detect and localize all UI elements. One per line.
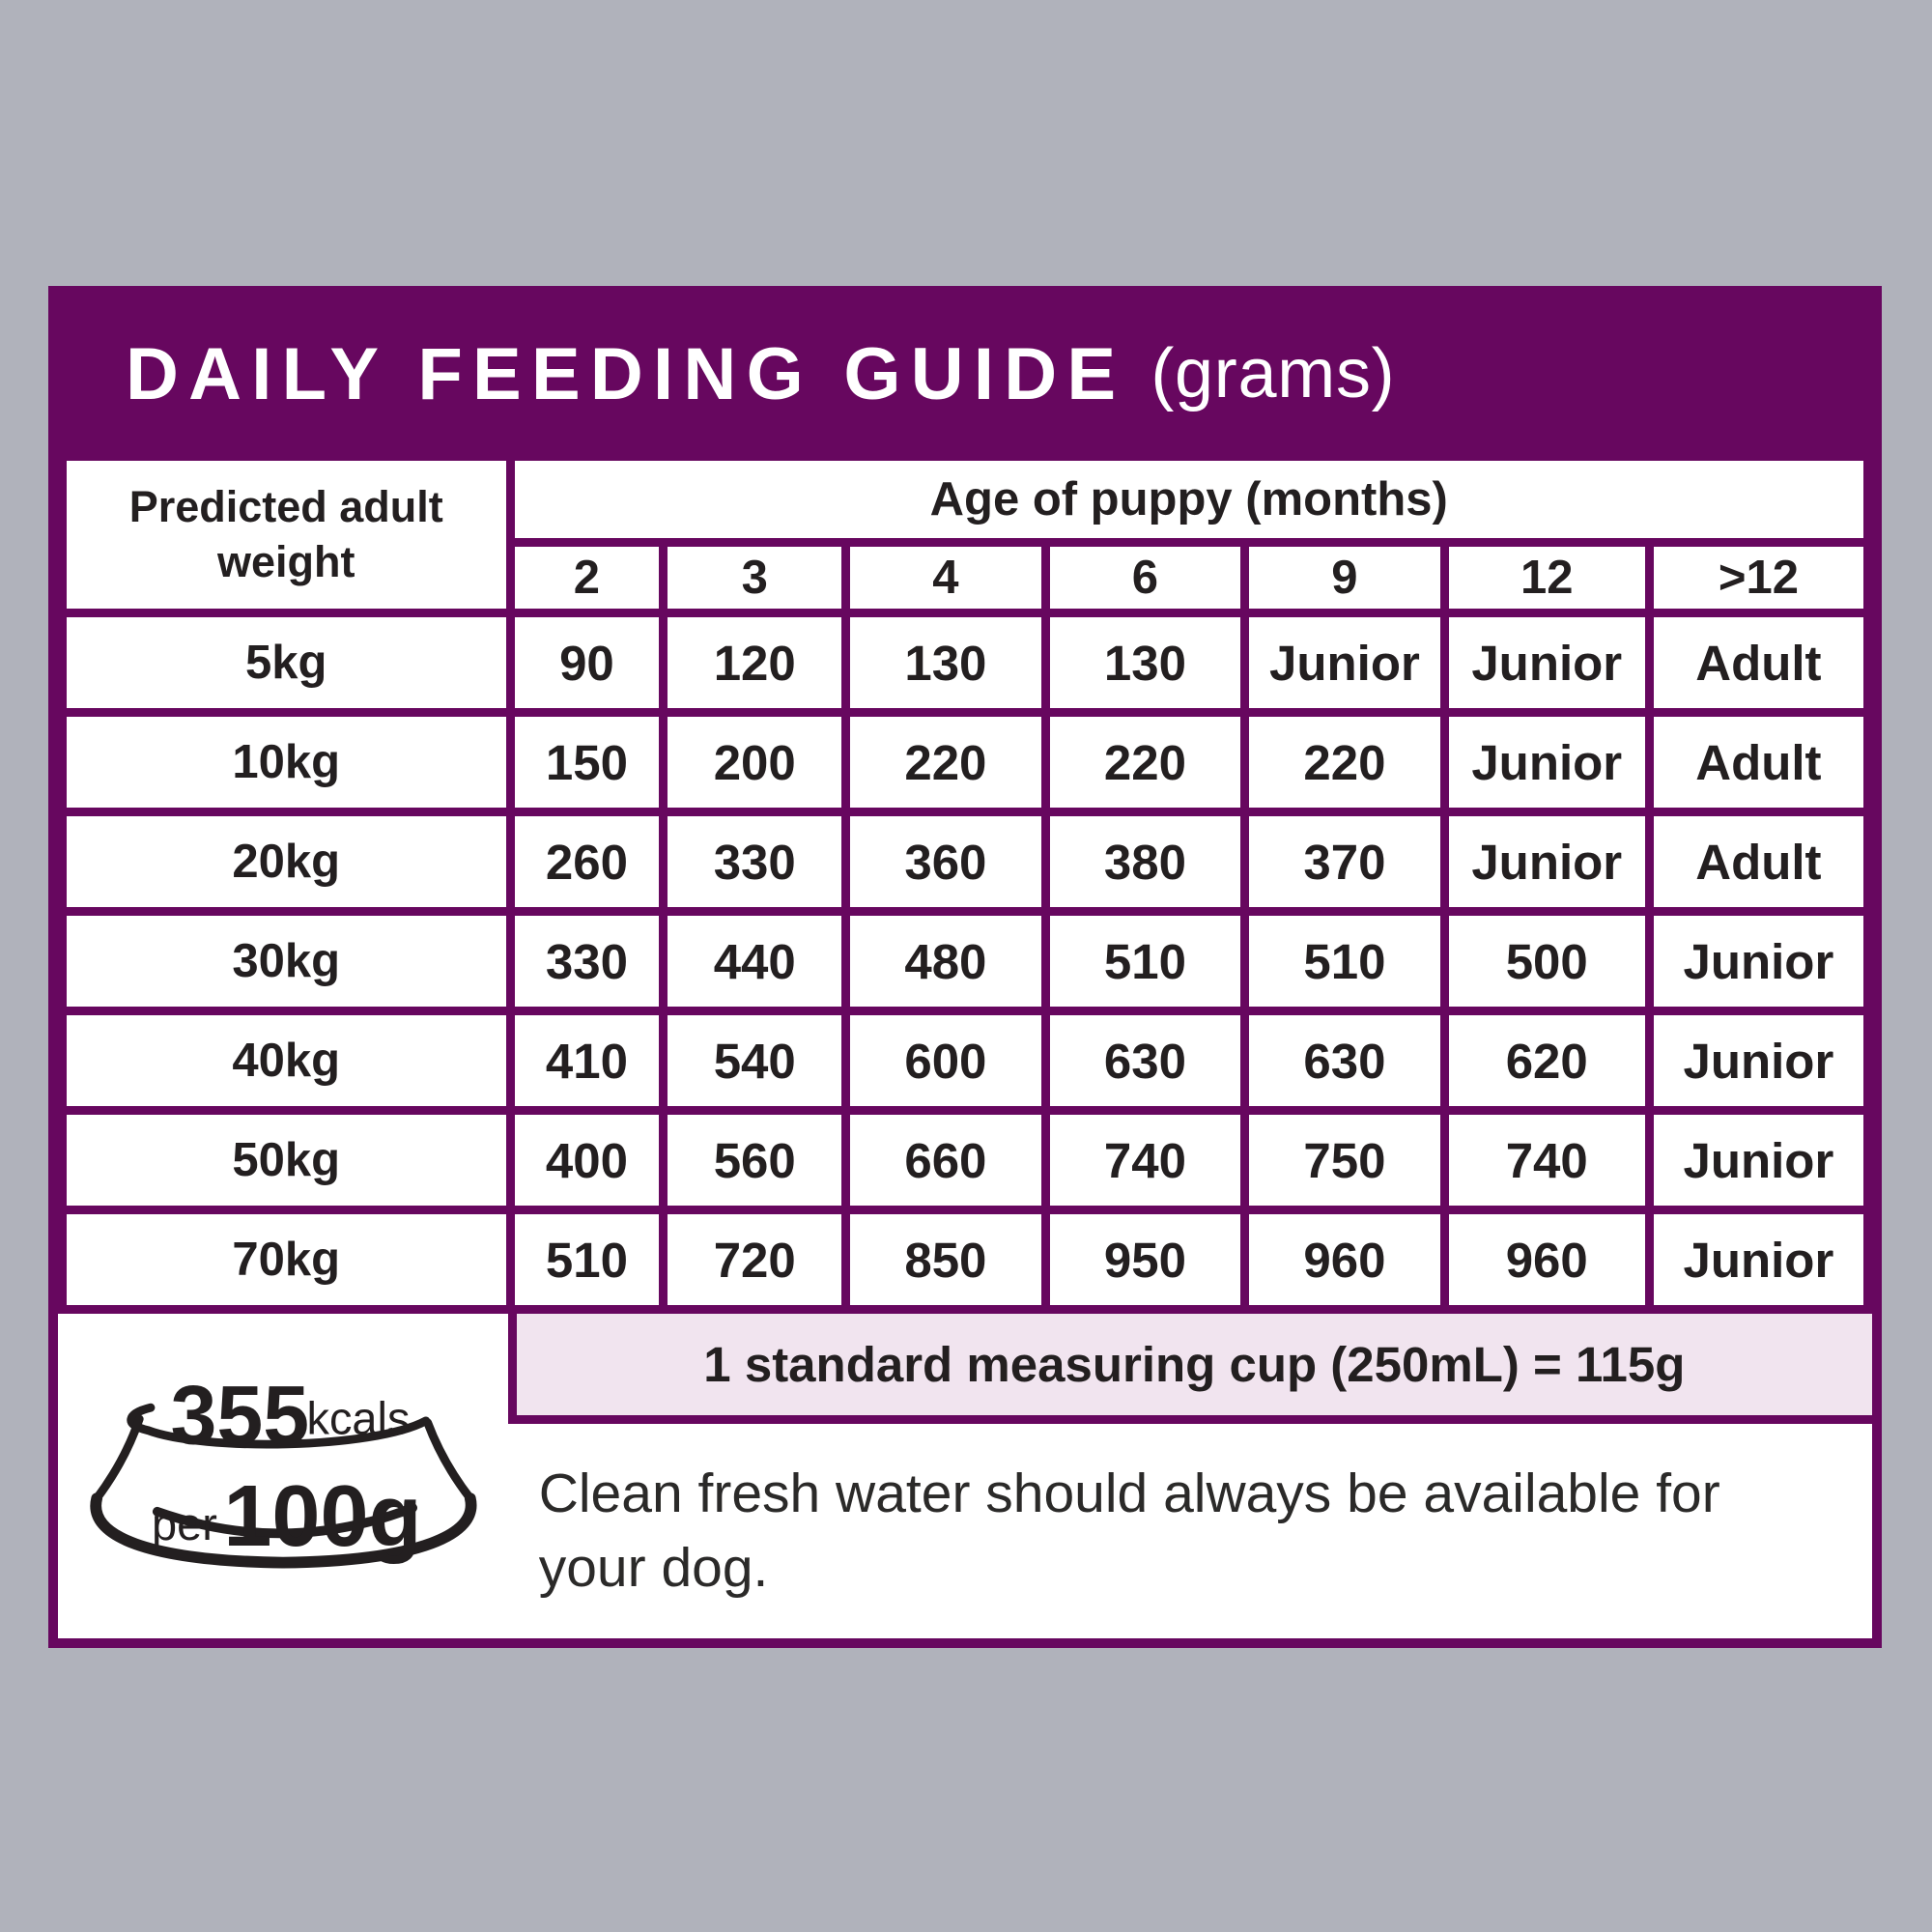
water-note-text: Clean fresh water should always be avail… — [538, 1463, 1720, 1599]
amount-cell: 960 — [1240, 1206, 1449, 1314]
amount-cell: Junior — [1439, 609, 1654, 717]
weight-cell: 20kg — [58, 808, 515, 916]
amount-cell: 540 — [659, 1007, 851, 1115]
amount-cell: Junior — [1644, 1106, 1873, 1214]
amount-cell: Adult — [1644, 708, 1873, 816]
amount-cell: Junior — [1240, 609, 1449, 717]
amount-cell: Adult — [1644, 609, 1873, 717]
amount-cell: 750 — [1240, 1106, 1449, 1214]
age-column-header: 6 — [1040, 538, 1250, 617]
table-row: 10kg 150 200 220 220 220 Junior Adult — [58, 708, 1873, 816]
amount-cell: 510 — [505, 1206, 668, 1314]
amount-cell: 850 — [841, 1206, 1050, 1314]
age-column-header: 9 — [1240, 538, 1449, 617]
age-column-header: >12 — [1644, 538, 1873, 617]
amount-cell: 560 — [659, 1106, 851, 1214]
table-header-row-2: 2 3 4 6 9 12 >12 — [63, 538, 1873, 617]
table-row: 50kg 400 560 660 740 750 740 Junior — [58, 1106, 1873, 1214]
amount-cell: 120 — [659, 609, 851, 717]
amount-cell: 630 — [1040, 1007, 1250, 1115]
amount-cell: 510 — [1040, 907, 1250, 1015]
amount-cell: Junior — [1644, 907, 1873, 1015]
amount-cell: 260 — [505, 808, 668, 916]
amount-cell: 220 — [841, 708, 1050, 816]
amount-cell: 960 — [1439, 1206, 1654, 1314]
amount-cell: 510 — [1240, 907, 1449, 1015]
feeding-table: Predicted adult weight Age of puppy (mont… — [58, 452, 1873, 1314]
bottom-section: 355 kcals per 100g 1 standard measuring … — [58, 1314, 1872, 1638]
amount-cell: 410 — [505, 1007, 668, 1115]
amount-cell: 370 — [1240, 808, 1449, 916]
amount-cell: 130 — [1040, 609, 1250, 717]
age-column-header: 4 — [841, 538, 1050, 617]
amount-cell: 500 — [1439, 907, 1654, 1015]
amount-cell: 950 — [1040, 1206, 1250, 1314]
age-column-header: 3 — [659, 538, 851, 617]
amount-cell: 220 — [1240, 708, 1449, 816]
weight-cell: 30kg — [58, 907, 515, 1015]
kcal-amount: 100g — [223, 1467, 421, 1565]
amount-cell: 380 — [1040, 808, 1250, 916]
weight-cell: 70kg — [58, 1206, 515, 1314]
amount-cell: Junior — [1644, 1007, 1873, 1115]
amount-cell: 720 — [659, 1206, 851, 1314]
kcal-unit: kcals — [306, 1392, 410, 1443]
title-band: DAILY FEEDING GUIDE (grams) — [58, 296, 1872, 452]
predicted-adult-weight-header: Predicted adult weight — [58, 452, 515, 617]
age-column-header: 2 — [505, 538, 668, 617]
age-of-puppy-header: Age of puppy (months) — [505, 452, 1872, 547]
weight-cell: 10kg — [58, 708, 515, 816]
age-column-header: 12 — [1439, 538, 1654, 617]
amount-cell: 220 — [1040, 708, 1250, 816]
table-row: 5kg 90 120 130 130 Junior Junior Adult — [58, 609, 1873, 717]
amount-cell: 400 — [505, 1106, 668, 1214]
weight-cell: 5kg — [58, 609, 515, 717]
kcal-value: 355 — [170, 1369, 309, 1462]
table-row: 30kg 330 440 480 510 510 500 Junior — [58, 907, 1873, 1015]
amount-cell: 330 — [505, 907, 668, 1015]
amount-cell: 90 — [505, 609, 668, 717]
amount-cell: 150 — [505, 708, 668, 816]
table-header-row-1: Predicted adult weight Age of puppy (mont… — [58, 452, 1872, 617]
page-title: DAILY FEEDING GUIDE — [126, 332, 1126, 415]
water-note: Clean fresh water should always be avail… — [508, 1424, 1872, 1638]
amount-cell: Adult — [1644, 808, 1873, 916]
amount-cell: 630 — [1240, 1007, 1449, 1115]
measuring-cup-note: 1 standard measuring cup (250mL) = 115g — [507, 1314, 1872, 1424]
feeding-guide-card: DAILY FEEDING GUIDE (grams) Predicted ad… — [48, 286, 1882, 1648]
amount-cell: 440 — [659, 907, 851, 1015]
amount-cell: 600 — [841, 1007, 1050, 1115]
amount-cell: Junior — [1439, 808, 1654, 916]
amount-cell: 740 — [1040, 1106, 1250, 1214]
kcal-bowl-cell: 355 kcals per 100g — [58, 1314, 508, 1638]
table-row: 70kg 510 720 850 950 960 960 Junior — [58, 1206, 1873, 1314]
amount-cell: 200 — [659, 708, 851, 816]
amount-cell: Junior — [1644, 1206, 1873, 1314]
kcal-per-label: per — [152, 1498, 217, 1549]
table-row: 20kg 260 330 360 380 370 Junior Adult — [58, 808, 1873, 916]
weight-cell: 40kg — [58, 1007, 515, 1115]
amount-cell: 130 — [841, 609, 1050, 717]
page-title-units: (grams) — [1151, 335, 1396, 412]
amount-cell: 620 — [1439, 1007, 1654, 1115]
table-row: 40kg 410 540 600 630 630 620 Junior — [58, 1007, 1873, 1115]
bottom-right-column: 1 standard measuring cup (250mL) = 115g … — [507, 1314, 1872, 1638]
weight-cell: 50kg — [58, 1106, 515, 1214]
dog-bowl-icon: 355 kcals per 100g — [90, 1369, 477, 1569]
amount-cell: 740 — [1439, 1106, 1654, 1214]
measuring-cup-note-text: 1 standard measuring cup (250mL) = 115g — [703, 1337, 1686, 1392]
amount-cell: 330 — [659, 808, 851, 916]
amount-cell: 360 — [841, 808, 1050, 916]
amount-cell: 480 — [841, 907, 1050, 1015]
amount-cell: Junior — [1439, 708, 1654, 816]
amount-cell: 660 — [841, 1106, 1050, 1214]
